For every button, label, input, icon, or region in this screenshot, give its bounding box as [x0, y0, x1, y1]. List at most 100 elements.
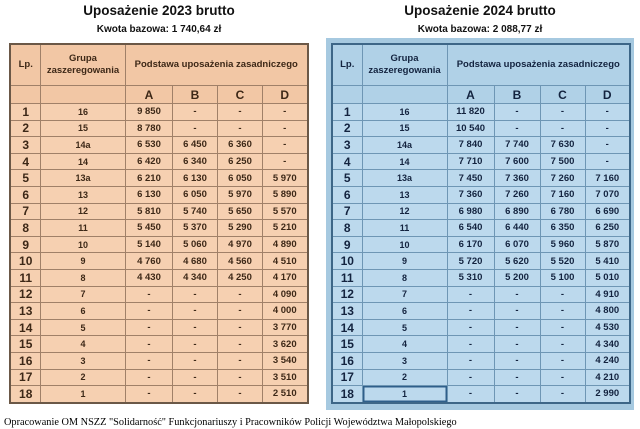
value-b-cell: 5 370	[171, 219, 218, 237]
value-a-cell: -	[446, 368, 495, 387]
table-row: 7 12 5 810 5 740 5 650 5 570	[9, 202, 309, 221]
table-row: 12 7- - -4 910	[331, 285, 631, 304]
table-body-2023: 1 16 9 850- - -2 15 8 780- - -3 14a 6 530 6 450 6 36…	[9, 103, 309, 404]
value-c-cell: 6 360	[216, 136, 263, 154]
value-d-cell: 4 090	[261, 285, 309, 304]
col-a-header: A	[124, 85, 173, 104]
table-row: 16 3- - -3 540	[9, 351, 309, 370]
table-row: 11 8 4 430 4 340 4 250 4 170	[9, 268, 309, 287]
lp-header: Lp.	[331, 43, 363, 86]
table-row: 14 5- - -4 530	[331, 318, 631, 337]
blue-table-background: Lp. Grupa zaszeregowania Podstawa uposaż…	[326, 38, 634, 410]
row-number-cell: 8	[331, 219, 363, 237]
group-cell: 13a	[39, 169, 126, 187]
value-a-cell: 6 980	[446, 202, 495, 221]
value-c-cell: -	[539, 302, 586, 320]
value-a-cell: 4 430	[124, 268, 173, 287]
group-cell: 16	[361, 103, 448, 121]
base-salary-header: Podstawa uposażenia zasadniczego	[124, 43, 309, 86]
value-b-cell: -	[171, 351, 218, 370]
value-c-cell: -	[216, 119, 263, 138]
value-c-cell: -	[216, 285, 263, 304]
value-a-cell: -	[446, 335, 495, 353]
value-a-cell: -	[124, 351, 173, 370]
row-number-cell: 7	[9, 202, 41, 221]
value-b-cell: 4 340	[171, 268, 218, 287]
value-c-cell: -	[539, 335, 586, 353]
value-a-cell: -	[124, 368, 173, 387]
value-a-cell: 6 210	[124, 169, 173, 187]
value-b-cell: -	[171, 368, 218, 387]
row-number-cell: 1	[9, 103, 41, 121]
table-row: 13 6- - -4 800	[331, 302, 631, 320]
group-cell: 9	[39, 252, 126, 270]
row-number-cell: 17	[9, 368, 41, 387]
value-d-cell: 5 970	[261, 169, 309, 187]
group-cell: 5	[361, 318, 448, 337]
group-cell: 13a	[361, 169, 448, 187]
value-d-cell: 3 770	[261, 318, 309, 337]
value-d-cell: 4 800	[584, 302, 631, 320]
value-b-cell: -	[171, 285, 218, 304]
value-b-cell: -	[493, 335, 541, 353]
row-number-cell: 16	[9, 351, 41, 370]
table-row: 6 13 7 360 7 260 7 160 7 070	[331, 185, 631, 204]
table-title-2023: Uposażenie 2023 brutto	[83, 3, 235, 18]
table-row: 2 15 10 540- - -	[331, 119, 631, 138]
table-row: 14 5- - -3 770	[9, 318, 309, 337]
row-number-cell: 14	[9, 318, 41, 337]
value-c-cell: -	[216, 302, 263, 320]
value-b-cell: -	[171, 103, 218, 121]
group-cell: 2	[39, 368, 126, 387]
value-b-cell: 7 600	[493, 152, 541, 171]
group-cell: 9	[361, 252, 448, 270]
value-d-cell: -	[261, 119, 309, 138]
table-row: 9 10 5 140 5 060 4 970 4 890	[9, 235, 309, 254]
value-b-cell: 5 740	[171, 202, 218, 221]
value-a-cell: 5 810	[124, 202, 173, 221]
table-row: 11 8 5 310 5 200 5 100 5 010	[331, 268, 631, 287]
value-a-cell: -	[124, 318, 173, 337]
lp-header: Lp.	[9, 43, 41, 86]
table-row: 8 11 5 450 5 370 5 290 5 210	[9, 219, 309, 237]
value-c-cell: 6 350	[539, 219, 586, 237]
value-a-cell: -	[124, 335, 173, 353]
row-number-cell: 10	[9, 252, 41, 270]
value-b-cell: 7 740	[493, 136, 541, 154]
table-row: 18 1- - -2 990	[331, 385, 631, 404]
row-number-cell: 14	[331, 318, 363, 337]
value-a-cell: -	[124, 285, 173, 304]
value-d-cell: 4 510	[261, 252, 309, 270]
table-row: 4 14 6 420 6 340 6 250-	[9, 152, 309, 171]
row-number-cell: 16	[331, 351, 363, 370]
row-number-cell: 18	[9, 385, 41, 404]
value-b-cell: 4 680	[171, 252, 218, 270]
group-cell: 1	[361, 385, 448, 404]
value-a-cell: -	[446, 318, 495, 337]
row-number-cell: 18	[331, 385, 363, 404]
row-number-cell: 9	[9, 235, 41, 254]
group-cell: 1	[39, 385, 126, 404]
value-d-cell: 5 210	[261, 219, 309, 237]
row-number-cell: 17	[331, 368, 363, 387]
value-b-cell: 6 050	[171, 185, 218, 204]
table-row: 17 2- - -4 210	[331, 368, 631, 387]
value-a-cell: 5 720	[446, 252, 495, 270]
group-cell: 15	[361, 119, 448, 138]
empty-header-cell	[9, 85, 41, 104]
value-a-cell: 6 540	[446, 219, 495, 237]
row-number-cell: 5	[9, 169, 41, 187]
value-d-cell: -	[584, 136, 631, 154]
value-d-cell: -	[584, 152, 631, 171]
value-d-cell: 4 530	[584, 318, 631, 337]
group-cell: 12	[361, 202, 448, 221]
table-row: 13 6- - -4 000	[9, 302, 309, 320]
row-number-cell: 9	[331, 235, 363, 254]
group-cell: 7	[361, 285, 448, 304]
value-a-cell: 4 760	[124, 252, 173, 270]
group-cell: 14	[39, 152, 126, 171]
value-a-cell: 10 540	[446, 119, 495, 138]
value-d-cell: 3 510	[261, 368, 309, 387]
value-c-cell: -	[216, 351, 263, 370]
group-header: Grupa zaszeregowania	[39, 43, 126, 86]
